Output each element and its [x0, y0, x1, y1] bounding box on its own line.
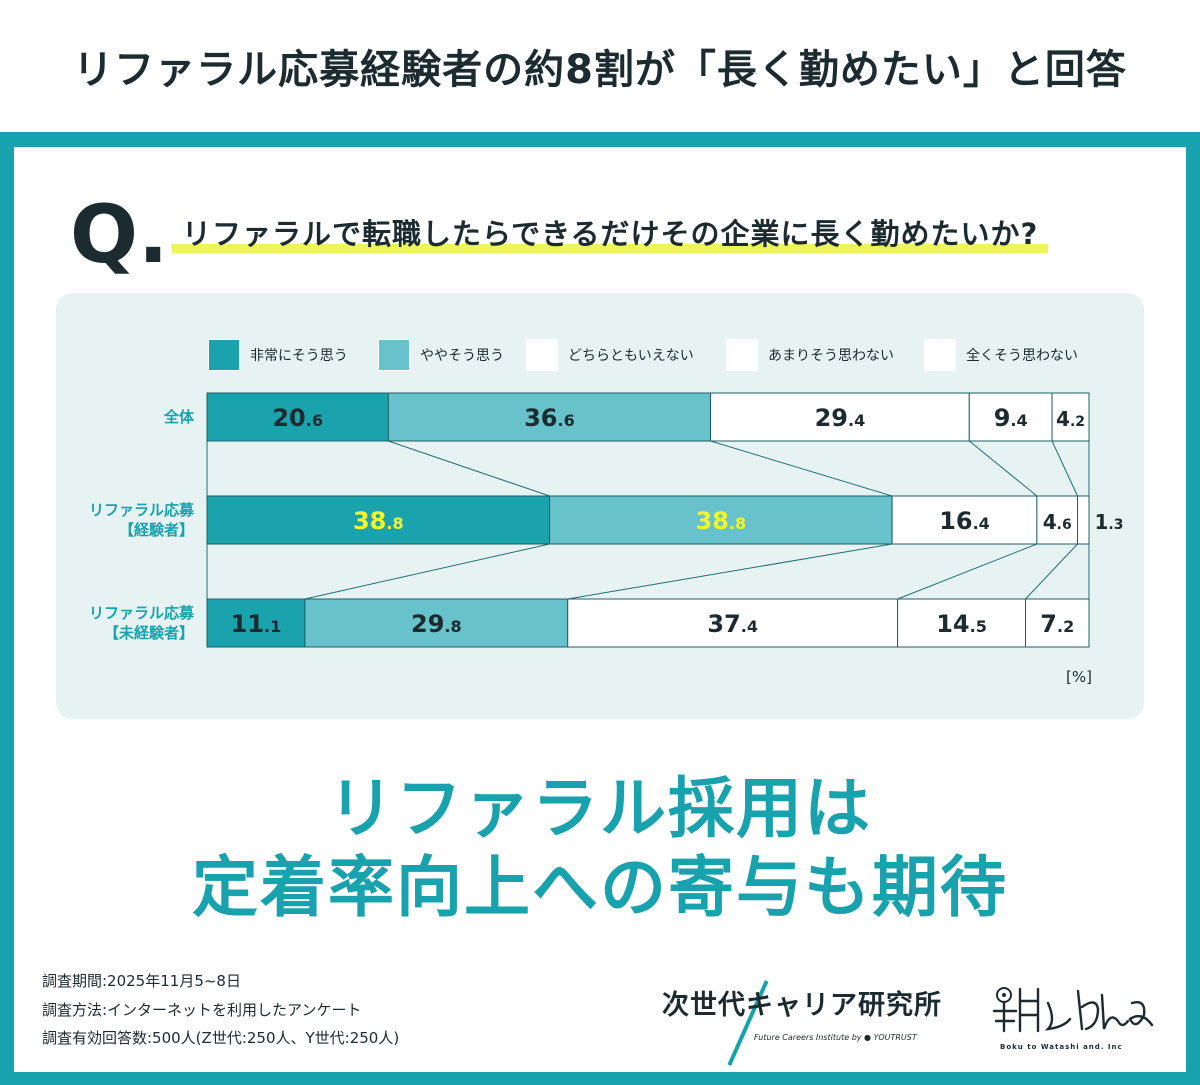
survey-sample: 調査有効回答数:500人(Z世代:250人、Y世代:250人) — [42, 1029, 400, 1047]
legend-item: 非常にそう思う — [208, 339, 348, 371]
connector-line — [1025, 543, 1078, 600]
connector-line — [710, 440, 893, 497]
bar-segment — [1024, 598, 1090, 648]
row-label: リファラル応募【経験者】 — [14, 500, 194, 541]
data-label: 38.8 — [696, 507, 747, 535]
bar-segment — [1051, 392, 1090, 442]
bar-segment — [1036, 495, 1079, 545]
row-label: リファラル応募【未経験者】 — [14, 603, 194, 644]
connector-line — [968, 440, 1038, 497]
data-label: 16.4 — [939, 507, 990, 535]
data-label: 4.2 — [1056, 407, 1085, 431]
survey-period: 調査期間:2025年11月5~8日 — [42, 972, 241, 990]
row-label-line: リファラル応募 — [88, 604, 194, 622]
unit-label: [%] — [1066, 668, 1092, 686]
bar-segment — [206, 598, 306, 648]
chart-panel: 非常にそう思う ややそう思う どちらともいえない あまりそう思わない 全くそう思わない … — [56, 293, 1144, 719]
infographic-frame: Q. リファラルで転職したらできるだけその企業に長く勤めたいか? 非常にそう思う… — [0, 132, 1200, 1085]
legend-label: 全くそう思わない — [966, 348, 1078, 364]
data-label: 14.5 — [936, 610, 987, 638]
legend-label: あまりそう思わない — [768, 348, 894, 364]
legend-swatch — [526, 339, 558, 371]
boku-logo: Boku to Watashi and. Inc — [986, 981, 1166, 1061]
row-label-line: 【未経験者】 — [103, 624, 194, 643]
survey-notes: 調査期間:2025年11月5~8日 調査方法:インターネットを利用したアンケート… — [42, 967, 399, 1053]
row-label: 全体 — [14, 407, 194, 427]
legend-swatch — [924, 339, 956, 371]
bar-segment — [304, 598, 569, 648]
row-label-line: 【経験者】 — [118, 521, 194, 540]
tagline-line-2: 定着率向上への寄与も期待 — [192, 849, 1008, 927]
data-label: 38.8 — [353, 507, 404, 535]
question-mark: Q. — [70, 188, 169, 281]
legend-swatch — [208, 339, 240, 371]
question-mark-dot: . — [138, 188, 169, 281]
chart-legend: 非常にそう思う ややそう思う どちらともいえない あまりそう思わない 全くそう思わない — [56, 339, 1144, 371]
data-label: 4.6 — [1043, 510, 1072, 534]
lab-logo: 次世代キャリア研究所 Future Careers Institute by ●… — [662, 980, 962, 1066]
stacked-bar-chart: 20.6 36.6 29.4 9.4 4.2 38.8 38.8 16.4 4.6 1.3 11.1… — [206, 392, 1124, 648]
row-label-line: リファラル応募 — [88, 501, 194, 519]
data-label: 37.4 — [707, 610, 758, 638]
data-label: 9.4 — [994, 404, 1028, 432]
tagline: リファラル採用は 定着率向上への寄与も期待 — [14, 769, 1186, 927]
lab-logo-name: 次世代キャリア研究所 — [662, 990, 942, 1021]
data-label: 1.3 — [1095, 510, 1124, 534]
headline: リファラル応募経験者の約8割が「長く勤めたい」と回答 — [73, 47, 1127, 93]
legend-label: どちらともいえない — [568, 348, 694, 364]
bar-segment — [891, 495, 1038, 545]
tagline-line-1: リファラル採用は — [328, 770, 872, 847]
data-label: 29.4 — [815, 404, 866, 432]
lab-logo-sub: Future Careers Institute by ● YOUTRUST — [754, 1033, 917, 1042]
bar-segment — [206, 495, 551, 545]
legend-item: どちらともいえない — [526, 339, 694, 371]
bar-segment — [549, 495, 893, 545]
legend-item: ややそう思う — [378, 339, 504, 371]
row-label-line: 全体 — [163, 408, 194, 426]
data-label: 11.1 — [231, 610, 282, 638]
boku-logo-mark — [992, 987, 1154, 1033]
connector-line — [388, 440, 550, 497]
bar-segment — [968, 392, 1053, 442]
connector-line — [897, 543, 1038, 600]
bar-segment — [709, 392, 970, 442]
bar-segment — [1077, 495, 1090, 545]
survey-method: 調査方法:インターネットを利用したアンケート — [42, 1000, 362, 1019]
infographic-body: Q. リファラルで転職したらできるだけその企業に長く勤めたいか? 非常にそう思う… — [14, 147, 1186, 1072]
legend-label: ややそう思う — [420, 348, 504, 364]
connector-line — [304, 543, 550, 600]
legend-swatch — [378, 339, 410, 371]
connector-line — [1051, 440, 1078, 497]
data-label: 7.2 — [1040, 610, 1074, 638]
bar-segment — [897, 598, 1026, 648]
question-text: リファラルで転職したらできるだけその企業に長く勤めたいか? — [172, 211, 1049, 257]
legend-label: 非常にそう思う — [250, 348, 348, 364]
data-label: 20.6 — [272, 404, 323, 432]
legend-swatch — [726, 339, 758, 371]
boku-logo-sub: Boku to Watashi and. Inc — [1000, 1043, 1123, 1051]
data-label: 36.6 — [524, 404, 575, 432]
legend-item: 全くそう思わない — [924, 339, 1078, 371]
connector-line — [567, 543, 893, 600]
bar-segment — [387, 392, 711, 442]
legend-item: あまりそう思わない — [726, 339, 894, 371]
data-label: 29.8 — [411, 610, 462, 638]
